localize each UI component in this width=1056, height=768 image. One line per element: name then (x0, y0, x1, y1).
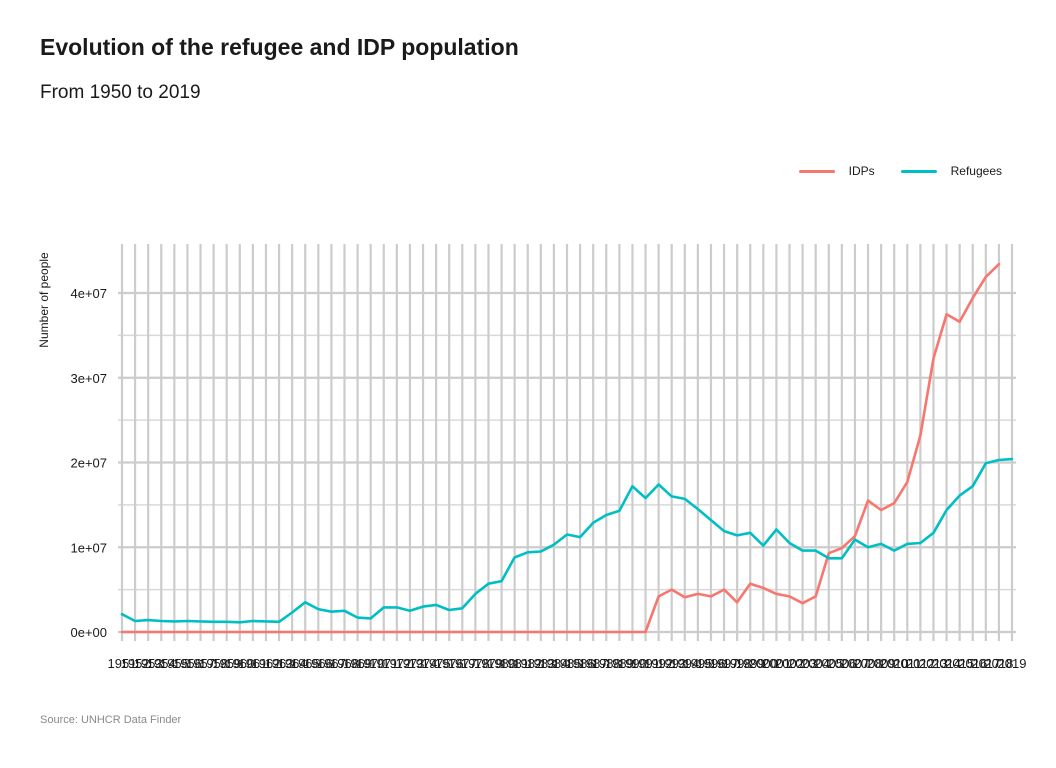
x-tick-label: 2012 (906, 656, 935, 671)
chart-legend: IDPs Refugees (798, 164, 1002, 178)
x-tick-label: 1958 (199, 656, 228, 671)
x-axis-ticks: 1951195219531954195519561957195819591960… (108, 656, 1027, 671)
x-tick-label: 1969 (343, 656, 372, 671)
x-tick-label: 1972 (382, 656, 411, 671)
x-tick-label: 1960 (225, 656, 254, 671)
x-tick-label: 1959 (212, 656, 241, 671)
x-tick-label: 1998 (723, 656, 752, 671)
y-tick-label: 1e+07 (70, 540, 107, 555)
x-tick-label: 1981 (500, 656, 529, 671)
x-tick-label: 1978 (461, 656, 490, 671)
x-tick-label: 1990 (618, 656, 647, 671)
x-tick-label: 1986 (566, 656, 595, 671)
x-tick-label: 1955 (160, 656, 189, 671)
x-tick-label: 1982 (513, 656, 542, 671)
y-tick-label: 2e+07 (70, 456, 107, 471)
x-tick-label: 1953 (134, 656, 163, 671)
y-tick-label: 3e+07 (70, 371, 107, 386)
x-tick-label: 1977 (448, 656, 477, 671)
x-tick-label: 1995 (683, 656, 712, 671)
x-tick-label: 2006 (827, 656, 856, 671)
legend-item-refugees: Refugees (900, 164, 1002, 178)
legend-label-refugees: Refugees (950, 164, 1002, 178)
x-tick-label: 1993 (657, 656, 686, 671)
y-tick-label: 4e+07 (70, 286, 107, 301)
x-tick-label: 1979 (474, 656, 503, 671)
x-tick-label: 2010 (880, 656, 909, 671)
x-tick-label: 1975 (422, 656, 451, 671)
x-tick-label: 1956 (173, 656, 202, 671)
x-tick-label: 1994 (670, 656, 699, 671)
x-tick-label: 1961 (238, 656, 267, 671)
x-tick-label: 2015 (945, 656, 974, 671)
series-line-idps (120, 262, 1001, 634)
x-tick-label: 2014 (932, 656, 961, 671)
x-tick-label: 1992 (644, 656, 673, 671)
x-tick-label: 2002 (775, 656, 804, 671)
x-tick-label: 2013 (919, 656, 948, 671)
chart-subtitle: From 1950 to 2019 (40, 82, 201, 103)
x-tick-label: 1983 (526, 656, 555, 671)
series-layer (120, 262, 1014, 634)
x-tick-label: 2005 (814, 656, 843, 671)
x-tick-label: 1985 (553, 656, 582, 671)
x-tick-label: 1996 (697, 656, 726, 671)
x-tick-label: 2001 (762, 656, 791, 671)
x-tick-label: 1952 (121, 656, 150, 671)
x-tick-label: 2004 (801, 656, 830, 671)
x-tick-label: 2016 (958, 656, 987, 671)
x-tick-label: 1966 (304, 656, 333, 671)
x-tick-label: 1965 (291, 656, 320, 671)
x-tick-label: 1963 (265, 656, 294, 671)
x-tick-label: 1971 (369, 656, 398, 671)
chart-title: Evolution of the refugee and IDP populat… (40, 34, 519, 60)
x-tick-label: 1984 (539, 656, 568, 671)
y-axis-ticks: 0e+00 1e+07 2e+07 3e+07 4e+07 (70, 286, 107, 640)
legend-item-idps: IDPs (798, 164, 875, 178)
x-tick-label: 1976 (435, 656, 464, 671)
y-axis-title: Number of people (37, 252, 51, 348)
x-tick-label: 1970 (356, 656, 385, 671)
x-tick-label: 1951 (108, 656, 137, 671)
x-tick-label: 1962 (252, 656, 281, 671)
x-tick-label: 2003 (788, 656, 817, 671)
x-tick-label: 1974 (409, 656, 438, 671)
legend-label-idps: IDPs (848, 164, 875, 178)
x-tick-label: 1989 (605, 656, 634, 671)
x-tick-label: 1999 (736, 656, 765, 671)
x-tick-label: 1991 (631, 656, 660, 671)
x-tick-label: 1973 (395, 656, 424, 671)
chart-caption: Source: UNHCR Data Finder (40, 714, 182, 726)
x-tick-label: 1967 (317, 656, 346, 671)
x-tick-label: 1957 (186, 656, 215, 671)
legend-key-idps (798, 169, 835, 173)
x-tick-label: 1987 (579, 656, 608, 671)
x-tick-label: 1954 (147, 656, 176, 671)
x-tick-label: 2007 (840, 656, 869, 671)
grid-major (118, 244, 1016, 641)
x-tick-label: 1968 (330, 656, 359, 671)
x-tick-label: 2008 (854, 656, 883, 671)
x-tick-label: 2017 (971, 656, 1000, 671)
x-tick-label: 2000 (749, 656, 778, 671)
x-tick-label: 1980 (487, 656, 516, 671)
series-line-refugees (120, 457, 1014, 624)
x-tick-label: 2019 (998, 656, 1027, 671)
x-tick-label: 1964 (278, 656, 307, 671)
x-tick-label: 2011 (893, 656, 921, 671)
x-tick-label: 1997 (710, 656, 739, 671)
x-tick-label: 1988 (592, 656, 621, 671)
x-tick-label: 2018 (984, 656, 1013, 671)
x-tick-label: 2009 (867, 656, 896, 671)
legend-key-refugees (900, 169, 937, 173)
y-tick-label: 0e+00 (70, 625, 107, 640)
